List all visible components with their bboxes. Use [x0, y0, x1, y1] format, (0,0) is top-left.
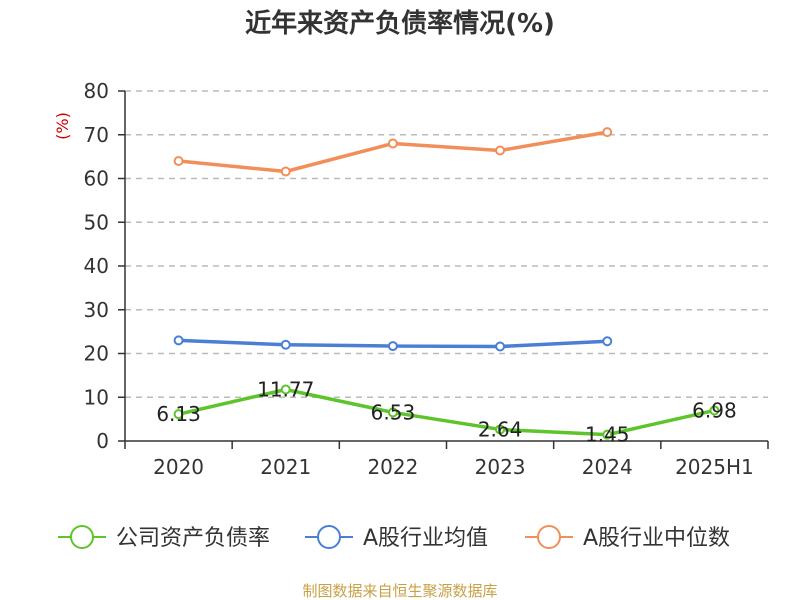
data-point: [173, 156, 184, 166]
x-tick-labels: 2020 2021 2022 2023 2024 2025H1: [153, 455, 754, 479]
data-point: [602, 127, 613, 138]
legend-label: 公司资产负债率: [116, 526, 270, 551]
x-tick-label: 2024: [582, 455, 633, 479]
data-label: 2.64: [478, 417, 523, 441]
series-line: [178, 387, 715, 437]
data-label: 11.77: [257, 378, 314, 402]
legend-label: A股行业中位数: [583, 526, 730, 551]
data-point: [173, 409, 184, 420]
legend-label: A股行业均值: [363, 526, 488, 551]
y-tick-label: 80: [84, 79, 109, 103]
x-tick-label: 2022: [367, 455, 418, 479]
y-tick-labels: 0 10 20 30 40 50 60 70 80: [84, 79, 109, 453]
series-line: [178, 130, 608, 174]
data-label: 1.45: [585, 423, 630, 447]
data-point: [495, 341, 506, 352]
legend-marker: [537, 525, 561, 549]
y-tick-label: 30: [84, 298, 109, 322]
data-point: [602, 429, 613, 440]
data-label: 6.13: [156, 402, 201, 426]
x-tick-label: 2025H1: [675, 455, 754, 479]
data-point: [280, 339, 291, 350]
y-tick-label: 70: [84, 123, 109, 147]
y-axis-label: (%): [53, 112, 72, 140]
y-tick-label: 20: [84, 342, 109, 366]
y-tick-label: 0: [96, 429, 109, 453]
data-label: 6.53: [371, 400, 416, 424]
y-tick-label: 10: [84, 385, 109, 409]
y-tick-label: 50: [84, 210, 109, 234]
data-point: [387, 341, 398, 352]
gridlines: [125, 90, 768, 398]
x-tick-label: 2021: [260, 455, 311, 479]
data-point: [495, 145, 506, 156]
source-note: 制图数据来自恒生聚源数据库: [302, 582, 497, 600]
data-label: 6.98: [692, 398, 737, 422]
data-point: [495, 424, 506, 435]
x-tick-label: 2020: [153, 455, 204, 479]
legend: 公司资产负债率 A股行业均值 A股行业中位数: [58, 525, 730, 551]
data-point: [173, 335, 184, 346]
data-point: [280, 384, 291, 395]
series-lines: [173, 127, 720, 440]
data-point: [709, 405, 720, 416]
legend-marker: [70, 525, 94, 549]
data-point: [602, 336, 613, 347]
axes: [118, 90, 769, 449]
legend-marker: [317, 525, 341, 549]
chart-title: 近年来资产负债率情况(%): [245, 8, 555, 39]
data-point: [280, 166, 291, 177]
data-point: [387, 407, 398, 418]
y-tick-label: 60: [84, 167, 109, 191]
y-tick-label: 40: [84, 254, 109, 278]
data-point: [387, 138, 398, 149]
data-labels: 6.13 11.77 6.53 2.64 1.45 6.98: [156, 378, 736, 447]
x-tick-label: 2023: [475, 455, 526, 479]
